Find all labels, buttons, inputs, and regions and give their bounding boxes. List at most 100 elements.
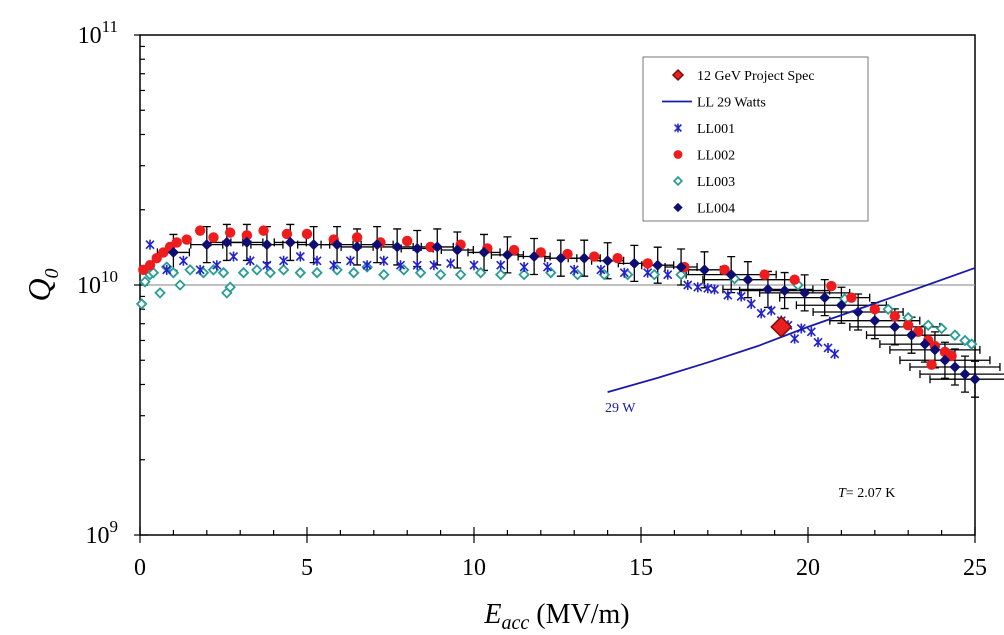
data-point-glyph xyxy=(806,326,816,337)
data-point xyxy=(224,281,236,293)
data-point xyxy=(683,280,693,290)
data-point xyxy=(642,258,653,269)
data-point xyxy=(347,266,360,279)
data-point xyxy=(949,329,961,341)
data-point xyxy=(736,291,746,302)
data-point xyxy=(429,260,439,271)
data-point xyxy=(351,232,363,243)
legend-label: LL002 xyxy=(697,149,735,164)
data-point xyxy=(819,292,831,304)
data-point-glyph xyxy=(362,260,372,271)
legend-item: LL 29 Watts xyxy=(662,96,766,111)
data-point-glyph xyxy=(162,264,172,275)
data-point xyxy=(284,236,296,248)
series-12-gev-project-spec xyxy=(770,315,793,338)
series-ll-29-watts xyxy=(607,267,976,393)
data-point-glyph xyxy=(412,260,422,271)
data-point xyxy=(846,292,857,303)
data-point xyxy=(469,260,479,271)
legend-item: LL003 xyxy=(672,175,735,190)
data-point-glyph xyxy=(790,333,800,344)
data-point xyxy=(935,322,948,335)
data-point xyxy=(181,234,192,245)
data-point xyxy=(762,283,774,295)
data-point xyxy=(329,260,339,271)
data-point xyxy=(147,266,160,279)
data-point xyxy=(652,259,664,271)
data-point-glyph xyxy=(663,269,673,280)
data-point xyxy=(648,268,661,281)
data-point xyxy=(742,274,754,286)
data-point-glyph xyxy=(469,260,479,271)
data-point xyxy=(770,315,793,338)
data-point xyxy=(351,241,363,253)
data-point-glyph xyxy=(228,251,239,262)
data-point xyxy=(869,304,880,315)
data-point xyxy=(395,260,406,271)
data-point xyxy=(830,348,840,359)
data-point xyxy=(446,258,456,269)
data-point xyxy=(698,264,710,276)
data-point xyxy=(790,333,800,344)
legend-item: 12 GeV Project Spec xyxy=(671,68,815,84)
data-point xyxy=(693,282,703,293)
legend-label: LL003 xyxy=(697,175,735,190)
y-axis-label: Q0 xyxy=(21,268,63,301)
data-point xyxy=(454,268,467,281)
data-point xyxy=(391,241,403,253)
data-point xyxy=(362,260,372,271)
series-ll001 xyxy=(145,239,840,359)
data-point xyxy=(262,260,272,271)
data-point xyxy=(221,236,233,248)
data-point xyxy=(826,280,837,292)
y-tick-labels: 109 1010 1011 xyxy=(77,17,118,549)
data-point xyxy=(208,232,219,243)
data-point xyxy=(496,260,506,271)
data-point-glyph xyxy=(312,255,322,266)
data-point-glyph xyxy=(693,282,703,293)
data-point xyxy=(612,252,623,264)
data-point xyxy=(889,311,901,322)
data-point xyxy=(434,268,447,281)
data-point xyxy=(331,239,343,251)
data-point xyxy=(425,241,436,253)
data-point xyxy=(882,303,894,316)
data-point-glyph xyxy=(619,267,629,278)
x-tick-label: 5 xyxy=(301,555,313,581)
data-point xyxy=(709,284,720,295)
legend-box xyxy=(642,56,869,222)
data-point-glyph xyxy=(813,337,823,348)
legend: 12 GeV Project Spec LL 29 Watts LL001 LL002… xyxy=(642,56,869,222)
data-point xyxy=(171,237,182,248)
data-point xyxy=(178,255,188,266)
data-point xyxy=(589,251,600,262)
data-point xyxy=(508,244,520,256)
legend-item: LL001 xyxy=(674,122,735,137)
data-point xyxy=(414,266,427,279)
data-point-glyph xyxy=(395,260,406,271)
data-point xyxy=(946,350,957,362)
legend-marker-icon xyxy=(673,202,683,213)
data-point-glyph xyxy=(569,264,579,275)
data-point xyxy=(474,266,487,279)
data-point xyxy=(144,260,156,271)
data-point xyxy=(301,228,313,240)
data-point xyxy=(922,319,935,332)
series-ll004 xyxy=(167,236,981,385)
data-point xyxy=(264,266,277,279)
data-point xyxy=(903,320,914,331)
data-point xyxy=(562,248,573,260)
data-point xyxy=(926,359,937,370)
data-point xyxy=(184,264,196,276)
data-point xyxy=(167,246,179,258)
data-point-glyph xyxy=(746,298,756,309)
data-point xyxy=(719,264,730,276)
data-point-glyph xyxy=(496,260,506,271)
data-point xyxy=(279,255,289,266)
axis-ticks xyxy=(134,34,976,543)
data-point-glyph xyxy=(212,260,222,271)
data-point xyxy=(258,225,269,236)
legend-marker-icon xyxy=(674,123,682,133)
data-point-glyph xyxy=(709,284,720,295)
